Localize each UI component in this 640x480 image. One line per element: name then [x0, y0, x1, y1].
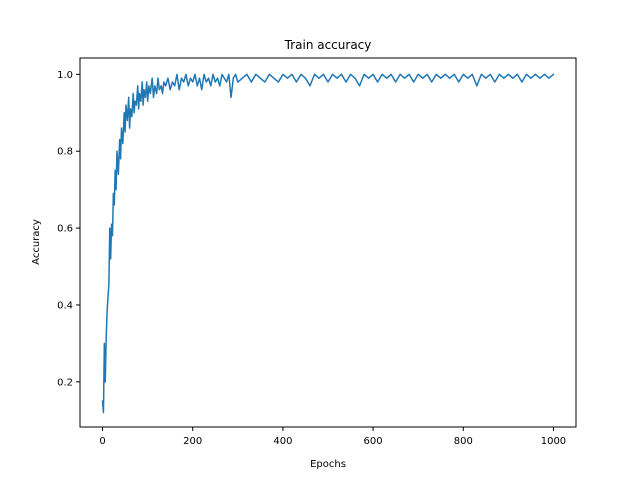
- chart-title: Train accuracy: [284, 38, 372, 52]
- x-tick-label: 600: [364, 436, 383, 447]
- x-tick-label: 400: [273, 436, 292, 447]
- axes-frame: [79, 57, 577, 428]
- y-tick-label: 1.0: [57, 70, 73, 81]
- x-tick-label: 800: [454, 436, 473, 447]
- y-axis-label: Accuracy: [31, 219, 42, 265]
- y-axis-ticks: 0.2 0.4 0.6 0.8 1.0: [57, 70, 80, 388]
- y-tick-label: 0.6: [57, 224, 73, 235]
- y-tick-label: 0.2: [57, 377, 73, 388]
- y-tick-label: 0.8: [57, 147, 73, 158]
- plot-area: [101, 73, 555, 414]
- y-tick-label: 0.4: [57, 300, 73, 311]
- x-tick-label: 1000: [541, 436, 566, 447]
- x-axis-label: Epochs: [310, 459, 346, 470]
- x-tick-label: 200: [183, 436, 202, 447]
- series-line: [101, 73, 555, 414]
- x-axis-ticks: 0 200 400 600 800 1000: [99, 427, 566, 447]
- x-tick-label: 0: [99, 436, 105, 447]
